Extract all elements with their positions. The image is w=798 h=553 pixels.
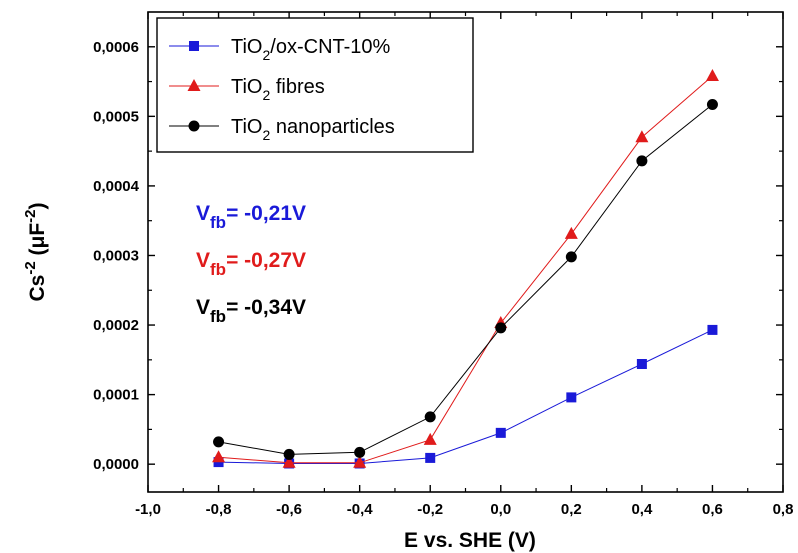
series-line bbox=[218, 329, 713, 464]
legend: TiO2/ox-CNT-10% TiO2 fibres TiO2 nanoparti… bbox=[156, 17, 474, 153]
legend-label: TiO2 fibres bbox=[231, 76, 325, 103]
vfb-annotation: Vfb= -0,21V bbox=[196, 202, 306, 232]
legend-marker bbox=[189, 41, 199, 51]
data-point bbox=[354, 446, 366, 458]
data-point bbox=[564, 226, 578, 239]
data-point bbox=[283, 448, 295, 460]
y-tick-label: 0,0005 bbox=[93, 108, 139, 125]
legend-marker bbox=[188, 120, 200, 132]
x-tick-label: 0,4 bbox=[631, 501, 653, 518]
data-point bbox=[707, 324, 718, 335]
x-axis-title: E vs. SHE (V) bbox=[404, 529, 536, 552]
series-line bbox=[218, 104, 713, 455]
annotations: Vfb= -0,21V Vfb= -0,27V Vfb= -0,34V bbox=[196, 202, 306, 326]
vfb-annotation: Vfb= -0,34V bbox=[196, 296, 306, 326]
y-tick-label: 0,0006 bbox=[93, 39, 139, 56]
x-tick-label: 0,6 bbox=[702, 501, 723, 518]
x-tick-label: -0,6 bbox=[276, 501, 302, 518]
data-point bbox=[705, 69, 719, 81]
x-tick-label: -0,8 bbox=[206, 501, 232, 518]
series-line bbox=[218, 75, 713, 464]
y-axis-title-text: Cs-2 (μF-2) bbox=[22, 202, 49, 301]
x-tick-label: -0,4 bbox=[347, 501, 374, 518]
series-square bbox=[213, 324, 718, 469]
y-axis-title: Cs-2 (μF-2) bbox=[22, 202, 49, 301]
legend-label: TiO2 nanoparticles bbox=[231, 116, 395, 143]
legend-marker bbox=[187, 79, 201, 91]
y-tick-label: 0,0004 bbox=[93, 178, 140, 195]
x-tick-label: -1,0 bbox=[135, 501, 161, 518]
x-tick-label: -0,2 bbox=[417, 501, 443, 518]
y-tick-label: 0,0001 bbox=[93, 387, 139, 404]
y-tick-label: 0,0003 bbox=[93, 247, 139, 264]
vfb-annotation: Vfb= -0,27V bbox=[196, 249, 306, 279]
y-tick-label: 0,0002 bbox=[93, 317, 139, 334]
data-point bbox=[636, 359, 647, 369]
x-tick-label: 0,0 bbox=[490, 501, 511, 518]
series-circle bbox=[213, 99, 718, 460]
data-point bbox=[495, 427, 506, 438]
data-point bbox=[282, 455, 296, 468]
y-tick-label: 0,0000 bbox=[93, 456, 139, 473]
data-point bbox=[425, 452, 436, 463]
x-tick-label: 0,8 bbox=[773, 501, 794, 518]
legend-box bbox=[156, 17, 474, 153]
data-point bbox=[353, 455, 367, 468]
data-point bbox=[213, 436, 225, 448]
data-point bbox=[423, 432, 437, 445]
data-series bbox=[212, 69, 719, 469]
x-tick-label: 0,2 bbox=[561, 501, 582, 518]
data-point bbox=[565, 251, 577, 263]
legend-label: TiO2/ox-CNT-10% bbox=[231, 36, 391, 63]
axis-ticks: -1,0 -0,8 -0,6 -0,4 -0,2 0,0 0,2 0,4 0,6 0,8 0,000… bbox=[93, 12, 793, 518]
data-point bbox=[212, 450, 226, 463]
data-point bbox=[706, 99, 718, 111]
data-point bbox=[495, 322, 507, 334]
data-point bbox=[635, 130, 649, 143]
data-point bbox=[424, 411, 436, 423]
data-point bbox=[636, 155, 648, 167]
data-point bbox=[566, 392, 577, 403]
